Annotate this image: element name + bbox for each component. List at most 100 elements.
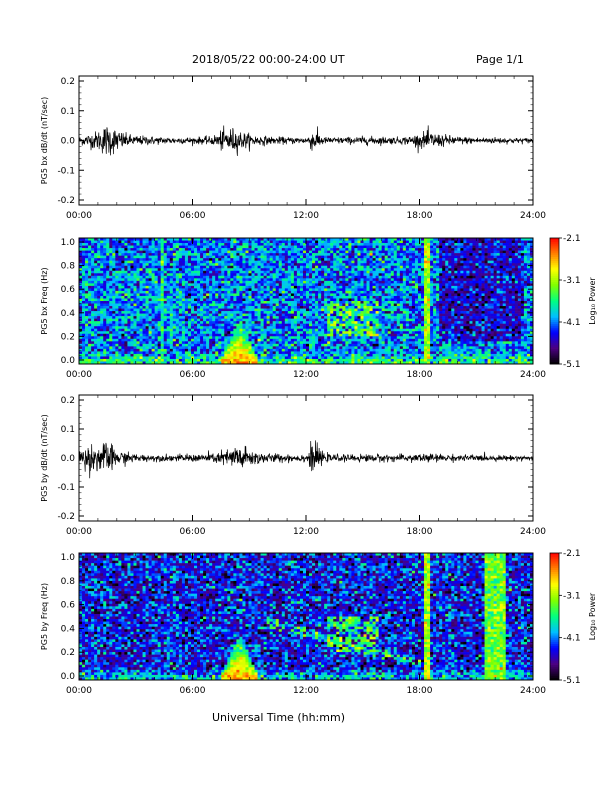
spectrogram-cell xyxy=(321,285,325,289)
spectrogram-cell xyxy=(91,351,95,355)
spectrogram-cell xyxy=(85,328,89,332)
spectrogram-cell xyxy=(100,333,104,337)
spectrogram-cell xyxy=(139,306,143,309)
spectrogram-cell xyxy=(166,298,171,302)
spectrogram-cell xyxy=(209,346,213,350)
spectrogram-cell xyxy=(251,318,255,322)
spectrogram-cell xyxy=(209,341,213,345)
spectrogram-cell xyxy=(184,278,189,282)
spectrogram-cell xyxy=(212,253,216,256)
spectrogram-cell xyxy=(366,288,370,292)
spectrogram-cell xyxy=(287,326,292,330)
spectrogram-cell xyxy=(115,278,119,282)
spectrogram-cell xyxy=(233,293,237,297)
spectrogram-cell xyxy=(139,263,143,267)
spectrogram-cell xyxy=(163,336,168,340)
spectrogram-cell xyxy=(330,348,334,352)
spectrogram-cell xyxy=(166,361,171,365)
spectrogram-cell xyxy=(103,290,107,294)
spectrogram-cell xyxy=(345,361,349,365)
spectrogram-cell xyxy=(224,331,228,335)
spectrogram-cell xyxy=(287,311,292,314)
spectrogram-cell xyxy=(287,270,292,274)
spectrogram-cell xyxy=(345,343,349,347)
spectrogram-cell xyxy=(166,356,171,360)
spectrogram-cell xyxy=(318,326,322,330)
spectrogram-cell xyxy=(100,275,104,279)
spectrogram-cell xyxy=(206,331,210,335)
spectrogram-cell xyxy=(184,273,189,277)
spectrogram-cell xyxy=(163,346,168,350)
spectrogram-cell xyxy=(178,270,183,274)
spectrogram-cell xyxy=(121,328,125,332)
spectrogram-cell xyxy=(91,341,95,345)
spectrogram-cell xyxy=(348,321,352,324)
spectrogram-cell xyxy=(312,343,316,347)
spectrogram-cell xyxy=(242,285,246,289)
spectrogram-cell xyxy=(124,253,128,256)
spectrogram-cell xyxy=(369,243,373,246)
spectrogram-cell xyxy=(145,346,149,350)
spectrogram-cell xyxy=(348,293,352,297)
spectrogram-cell xyxy=(327,351,331,355)
spectrogram-cell xyxy=(257,316,261,319)
spectrogram-cell xyxy=(263,353,267,357)
spectrogram-cell xyxy=(221,288,225,292)
spectrogram-cell xyxy=(272,346,277,350)
spectrogram-cell xyxy=(82,341,86,345)
spectrogram-cell xyxy=(242,278,246,282)
spectrogram-cell xyxy=(97,353,101,357)
spectrogram-cell xyxy=(136,298,140,302)
spectrogram-cell xyxy=(342,326,346,330)
spectrogram-cell xyxy=(175,250,180,254)
spectrogram-cell xyxy=(266,331,270,335)
spectrogram-cell xyxy=(269,301,274,304)
spectrogram-cell xyxy=(133,306,137,309)
spectrogram-cell xyxy=(287,293,292,297)
spectrogram-cell xyxy=(224,248,228,251)
spectrogram-cell xyxy=(194,295,198,299)
spectrogram-cell xyxy=(97,293,101,297)
spectrogram-cell xyxy=(82,323,86,327)
spectrogram-cell xyxy=(148,306,152,309)
spectrogram-cell xyxy=(357,333,361,337)
spectrogram-cell xyxy=(209,333,213,337)
spectrogram-cell xyxy=(130,308,134,312)
spectrogram-cell xyxy=(133,321,137,324)
spectrogram-cell xyxy=(103,275,107,279)
spectrogram-cell xyxy=(248,361,252,365)
spectrogram-cell xyxy=(142,283,146,287)
spectrogram-cell xyxy=(175,280,180,284)
spectrogram-cell xyxy=(142,293,146,297)
spectrogram-cell xyxy=(233,238,237,241)
spectrogram-cell xyxy=(336,331,340,335)
spectrogram-cell xyxy=(281,270,286,274)
spectrogram-cell xyxy=(160,301,165,304)
spectrogram-cell xyxy=(224,283,228,287)
spectrogram-cell xyxy=(248,313,252,317)
spectrogram-cell xyxy=(227,268,231,272)
spectrogram-cell xyxy=(103,306,107,309)
spectrogram-cell xyxy=(94,240,98,244)
spectrogram-cell xyxy=(175,288,180,292)
spectrogram-cell xyxy=(351,341,355,345)
spectrogram-cell xyxy=(278,285,283,289)
spectrogram-cell xyxy=(112,351,116,355)
spectrogram-cell xyxy=(293,358,298,362)
spectrogram-cell xyxy=(287,331,292,335)
spectrogram-cell xyxy=(324,316,328,319)
spectrogram-cell xyxy=(281,260,286,264)
spectrogram-cell xyxy=(221,280,225,284)
spectrogram-cell xyxy=(187,303,192,307)
spectrogram-cell xyxy=(160,328,165,332)
spectrogram-cell xyxy=(266,323,270,327)
spectrogram-cell xyxy=(206,288,210,292)
spectrogram-cell xyxy=(178,301,183,304)
spectrogram-cell xyxy=(209,288,213,292)
spectrogram-cell xyxy=(97,303,101,307)
spectrogram-cell xyxy=(363,245,367,249)
spectrogram-cell xyxy=(94,311,98,314)
spectrogram-cell xyxy=(357,356,361,360)
spectrogram-cell xyxy=(309,343,313,347)
spectrogram-cell xyxy=(324,258,328,261)
